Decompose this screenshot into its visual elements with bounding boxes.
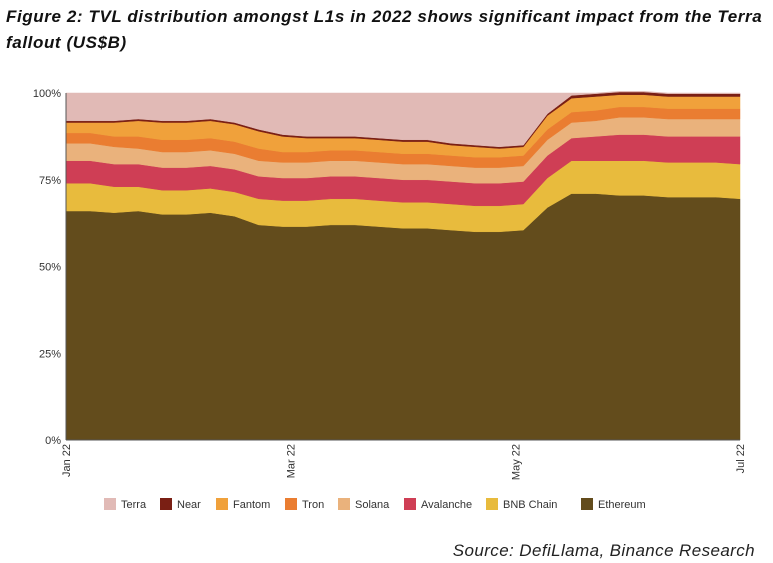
x-axis: Jan 22 Mar 22 May 22 Jul 22 [61, 439, 747, 480]
x-tick-label: Mar 22 [286, 444, 298, 478]
area-terra [65, 91, 741, 148]
legend-label-avalanche: Avalanche [421, 499, 472, 511]
y-tick-label: 50% [39, 262, 61, 274]
legend-swatch-near [160, 498, 172, 510]
legend-swatch-bnb-chain [486, 498, 498, 510]
legend-label-bnb-chain: BNB Chain [503, 499, 557, 511]
legend-label-fantom: Fantom [233, 499, 270, 511]
chart-title: Figure 2: TVL distribution amongst L1s i… [6, 7, 763, 52]
legend-swatch-terra [104, 498, 116, 510]
legend-label-tron: Tron [302, 499, 324, 511]
legend-swatch-avalanche [404, 498, 416, 510]
legend-label-solana: Solana [355, 499, 390, 511]
y-tick-label: 0% [45, 435, 61, 447]
legend-swatch-fantom [216, 498, 228, 510]
y-tick-label: 25% [39, 348, 61, 360]
legend-swatch-solana [338, 498, 350, 510]
source-note: Source: DefiLlama, Binance Research [452, 541, 755, 560]
y-tick-label: 100% [33, 88, 61, 100]
x-tick-label: Jul 22 [735, 444, 747, 473]
y-axis: 0% 25% 50% 75% 100% [33, 88, 67, 447]
legend: Terra Near Fantom Tron Solana Avalanche BNB Ch… [104, 498, 646, 511]
x-tick-label: May 22 [510, 444, 522, 480]
legend-label-ethereum: Ethereum [598, 499, 646, 511]
y-tick-label: 75% [39, 175, 61, 187]
area-ethereum [65, 193, 741, 441]
legend-swatch-ethereum [581, 498, 593, 510]
legend-label-near: Near [177, 499, 201, 511]
legend-label-terra: Terra [121, 499, 147, 511]
area-layer [65, 91, 741, 441]
legend-swatch-tron [285, 498, 297, 510]
x-tick-label: Jan 22 [61, 444, 73, 477]
